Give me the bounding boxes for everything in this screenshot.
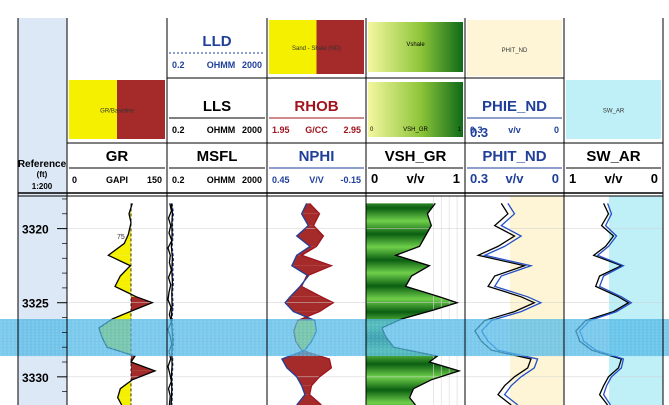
highlight-zone: [0, 319, 669, 357]
track-3-right-1: 1: [458, 127, 462, 133]
track-0-scale-right-1: 150: [147, 175, 162, 185]
track-1-scale-right-0: 2000: [242, 60, 262, 70]
track-1-curve-lld: [171, 203, 175, 405]
track-3-legend-vsh: [368, 22, 463, 72]
track-4-curve-phie-nd: [480, 203, 543, 405]
track-1-mnemonic-0: LLD: [202, 33, 231, 50]
track-3-legend-label: Vshale: [406, 42, 425, 48]
track-5-curve-sw-ar: [575, 203, 630, 405]
track-0-gr-fill-seg: [117, 388, 131, 398]
track-0-gr-fill-seg: [129, 203, 133, 214]
track-4-mnemonic-2: PHIT_ND: [482, 148, 546, 165]
track-4-scale-left-b: 0.3: [470, 125, 488, 140]
track-1-scale-left-2: 0.2: [172, 175, 185, 185]
track-0-gr-fill-seg: [124, 234, 131, 244]
track-3-label-1: VSH_GR: [403, 127, 428, 133]
track-4-legend-label: PHIT_ND: [502, 48, 528, 54]
track-1-scale-unit-0: OHMM: [207, 60, 236, 70]
track-2-dn-fill-seg: [301, 203, 320, 214]
depth-tick-label: 3320: [22, 223, 49, 237]
track-2-dn-fill-seg: [296, 225, 324, 237]
track-2-legend-label: Sand - Shale (ND): [292, 46, 341, 52]
track-1-scale-right-1: 2000: [242, 125, 262, 135]
track-2-mnemonic-1: RHOB: [294, 98, 338, 115]
track-1-scale-left-1: 0.2: [172, 125, 185, 135]
track-2-dn-fill-seg: [285, 296, 334, 303]
track-2-curve-nphi: [280, 203, 318, 405]
track-3-scale-left-2: 0: [371, 171, 378, 186]
track-2-scale-unit-2: V/V: [309, 175, 324, 185]
track-2-scale-unit-1: G/CC: [305, 125, 328, 135]
track-2-dn-fill-seg: [296, 394, 322, 405]
track-2-dn-fill-seg: [291, 265, 332, 277]
track-1-scale-unit-2: OHMM: [207, 175, 236, 185]
track-2-dn-fill-seg: [296, 376, 320, 386]
depth-axis-scale: 1:200: [32, 182, 53, 191]
track-1-scale-left-0: 0.2: [172, 60, 185, 70]
track-5-curve-sw-ar-blue: [579, 203, 633, 405]
track-1-mnemonic-1: LLS: [203, 98, 231, 115]
track-0-scale-unit-1: GAPI: [106, 175, 128, 185]
track-5-legend-sw: [566, 80, 661, 139]
track-4-legend-phi: [467, 20, 562, 76]
depth-tick-label: 3325: [22, 297, 49, 311]
track-3-mnemonic-2: VSH_GR: [385, 148, 447, 165]
track-5-scale-right-1: 0: [651, 171, 658, 186]
track-2-mnemonic-2: NPHI: [299, 148, 335, 165]
track-3-legend-vsh: [368, 82, 463, 137]
track-3-left-1: 0: [370, 127, 374, 133]
track-1-curve-msfl: [167, 203, 173, 405]
track-4-scale-left-2: 0.3: [470, 171, 488, 186]
track-0-gr-fill-seg: [115, 276, 131, 287]
track-4-scale-unit-1: v/v: [508, 125, 521, 135]
track-2-dn-fill-seg: [286, 367, 332, 377]
track-3-scale-right-2: 1: [453, 171, 460, 186]
track-1-mnemonic-2: MSFL: [197, 148, 238, 165]
track-2-scale-left-2: 0.45: [272, 175, 290, 185]
depth-axis-title: Reference: [18, 159, 67, 170]
track-3-scale-unit-2: v/v: [406, 171, 425, 186]
track-2-dn-fill-seg: [285, 302, 334, 312]
track-2-scale-left-1: 1.95: [272, 125, 290, 135]
track-2-dn-fill-seg: [296, 236, 324, 247]
track-5-scale-unit-1: v/v: [604, 171, 623, 186]
depth-axis-unit: (ft): [37, 170, 48, 179]
track-2-legend-sand: [269, 20, 317, 74]
track-4-scale-right-1: 0: [554, 125, 559, 135]
track-5-scale-left-1: 1: [569, 171, 576, 186]
track-4-scale-unit-2: v/v: [505, 171, 524, 186]
track-0-mnemonic-1: GR: [106, 148, 129, 165]
track-4-scale-right-2: 0: [552, 171, 559, 186]
track-5-mnemonic-1: SW_AR: [586, 148, 640, 165]
track-4-scale-left-1: 0.3: [470, 125, 483, 135]
track-0-scale-left-1: 0: [72, 175, 77, 185]
track-0-gr-fill-seg: [108, 243, 131, 256]
track-0-curve-gr: [98, 203, 157, 405]
track-1-scale-unit-1: OHMM: [207, 125, 236, 135]
track-4-curve-phit-nd: [474, 203, 536, 405]
track-0-legend-sand: [69, 80, 117, 139]
track-3-curve-vsh-gr: [380, 203, 462, 405]
track-2-legend-shale: [316, 20, 364, 74]
track-2-dn-fill-seg: [281, 359, 332, 368]
track-0-legend-shale: [117, 80, 165, 139]
track-2-dn-fill-seg: [301, 385, 312, 395]
annotation-0: 75: [117, 234, 125, 241]
track-4-mnemonic-1: PHIE_ND: [482, 98, 547, 115]
track-2-curve-rhob: [293, 202, 335, 405]
track-2-dn-fill-seg: [291, 255, 332, 266]
track-2-dn-fill-seg: [301, 213, 320, 226]
track-2-scale-right-2: -0.15: [340, 175, 361, 185]
track-0-legend-label: GR/Baseline: [100, 109, 134, 115]
track-5-legend-label: SW_AR: [603, 109, 625, 115]
track-1-scale-right-2: 2000: [242, 175, 262, 185]
track-2-scale-right-1: 2.95: [343, 125, 361, 135]
depth-tick-label: 3330: [22, 371, 49, 385]
track-5-sw-bg: [609, 196, 663, 405]
track-1-curve-lls: [170, 203, 174, 405]
